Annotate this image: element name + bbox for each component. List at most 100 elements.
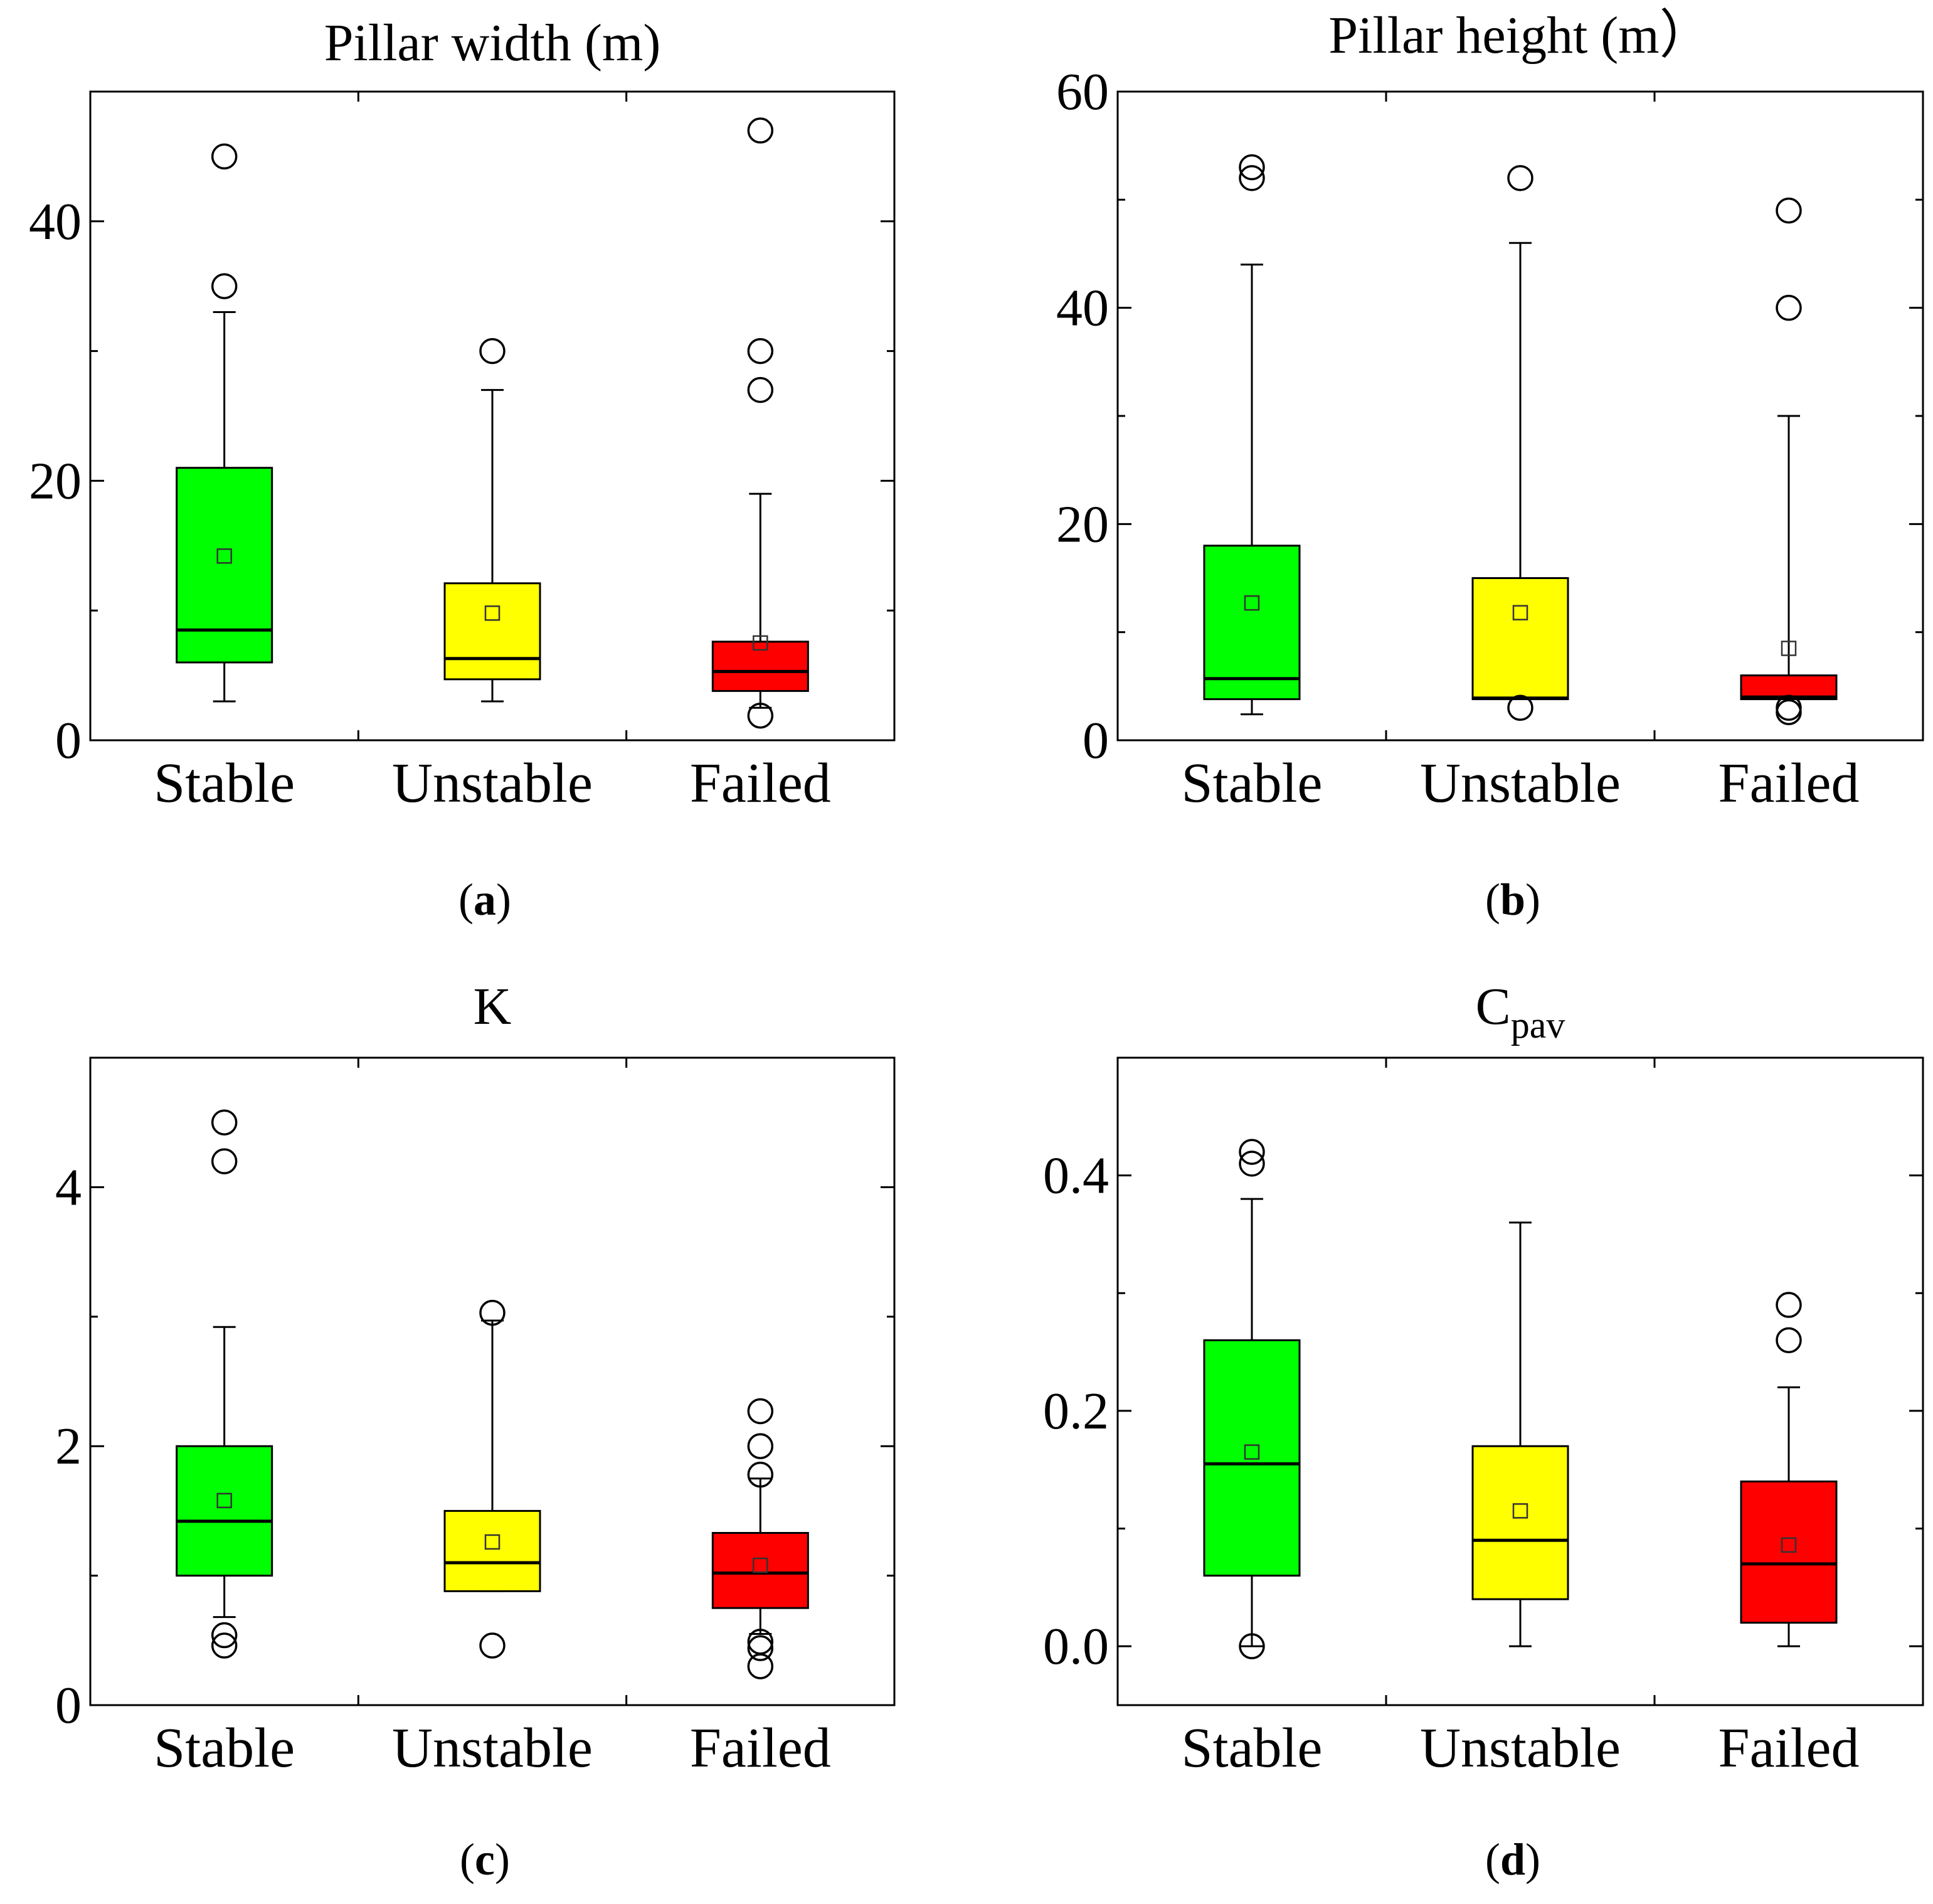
mean-marker: [484, 605, 500, 621]
box-failed: [711, 117, 809, 729]
outlier-point: [747, 376, 774, 403]
outlier-point: [1239, 1633, 1265, 1659]
outlier-point: [211, 143, 238, 170]
iqr-box: [1203, 545, 1301, 701]
y-tick-label: 0.4: [1043, 1147, 1109, 1205]
box-stable: [176, 1109, 273, 1659]
outlier-point: [747, 1398, 774, 1425]
box-stable: [1203, 154, 1301, 716]
outlier-point: [211, 1109, 238, 1135]
mean-marker: [484, 1534, 500, 1550]
outlier-point: [1776, 694, 1802, 721]
outlier-point: [747, 1433, 774, 1459]
outlier-point: [1239, 1151, 1265, 1177]
outlier-point: [211, 1148, 238, 1174]
x-tick-label-failed: Failed: [690, 752, 831, 814]
mean-marker: [1244, 595, 1260, 611]
box-failed: [1740, 1292, 1838, 1647]
iqr-box: [711, 641, 809, 692]
x-tick-label-stable: Stable: [1182, 1717, 1323, 1779]
outlier-point: [1776, 1327, 1802, 1354]
y-tick-label: 40: [1056, 279, 1109, 338]
panel-label: (d): [1485, 1834, 1540, 1885]
outlier-point: [479, 1632, 506, 1659]
x-tick-label-stable: Stable: [1182, 752, 1323, 814]
outlier-point: [1776, 1292, 1802, 1318]
outlier-point: [747, 1629, 774, 1655]
iqr-box: [176, 467, 273, 664]
y-tick-label: 0: [55, 1676, 82, 1735]
y-tick-label: 0.0: [1043, 1617, 1109, 1676]
panel-label: (c): [460, 1834, 510, 1885]
outlier-point: [1239, 165, 1265, 191]
outlier-point: [479, 1299, 506, 1326]
panel-d: Cpav 0.0 0.2 0.4 Stable Unstable Failed (d): [1043, 977, 1924, 1885]
y-tick-label: 0: [1083, 711, 1109, 770]
chart-title: Cpav: [1476, 977, 1565, 1046]
outlier-point: [479, 338, 506, 364]
outlier-point: [1776, 294, 1802, 321]
box-unstable: [1471, 1221, 1569, 1647]
mean-marker: [753, 635, 768, 651]
outlier-point: [1239, 1139, 1265, 1165]
x-tick-label-failed: Failed: [1719, 1717, 1860, 1779]
y-tick-label: 2: [55, 1417, 82, 1476]
panel-label: (a): [458, 875, 511, 925]
outlier-point: [747, 1461, 774, 1488]
box-stable: [176, 143, 273, 703]
iqr-box: [1471, 1445, 1569, 1600]
panel-label: (b): [1485, 875, 1540, 925]
panel-a: Pillar width (m) 0 20 40 Stable Unstable Faile…: [29, 14, 896, 925]
iqr-box: [1471, 577, 1569, 701]
y-tick-label: 0.2: [1043, 1382, 1109, 1440]
box-unstable: [1471, 165, 1569, 721]
box-unstable: [443, 338, 541, 703]
box-unstable: [443, 1299, 541, 1659]
outlier-point: [747, 338, 774, 364]
mean-marker: [216, 548, 232, 564]
x-tick-label-unstable: Unstable: [1420, 1717, 1621, 1779]
mean-marker: [1512, 1503, 1528, 1519]
box-failed: [1740, 197, 1838, 725]
iqr-box: [443, 582, 541, 681]
mean-marker: [753, 1557, 768, 1573]
plot-frame: [1116, 1056, 1924, 1706]
plot-frame: [89, 90, 896, 742]
outlier-point: [211, 1622, 238, 1649]
y-tick-label: 0: [55, 711, 82, 770]
plot-frame: [89, 1056, 896, 1706]
panel-c: K 0 2 4 Stable Unstable Failed (c): [55, 977, 896, 1885]
panel-b: Pillar height (m） 0 20 40 60 Stable Unstable Fa…: [1056, 6, 1924, 925]
y-tick-label: 4: [55, 1158, 82, 1216]
outlier-point: [1776, 197, 1802, 224]
x-tick-label-stable: Stable: [154, 752, 295, 814]
outlier-point: [747, 117, 774, 144]
outlier-point: [1507, 165, 1533, 191]
iqr-box: [176, 1445, 273, 1577]
mean-marker: [1781, 1537, 1797, 1553]
mean-marker: [216, 1492, 232, 1509]
outlier-point: [747, 1635, 774, 1661]
x-tick-label-stable: Stable: [154, 1717, 295, 1779]
box-failed: [711, 1398, 809, 1679]
x-tick-label-failed: Failed: [1719, 752, 1860, 814]
iqr-box: [711, 1531, 809, 1609]
y-tick-label: 40: [29, 193, 82, 251]
outlier-point: [1239, 154, 1265, 181]
outlier-point: [211, 273, 238, 299]
y-tick-label: 60: [1056, 63, 1109, 121]
mean-marker: [1781, 641, 1797, 656]
y-tick-label: 20: [1056, 495, 1109, 553]
iqr-box: [443, 1509, 541, 1592]
outlier-point: [211, 1632, 238, 1659]
outlier-point: [747, 702, 774, 729]
iqr-box: [1203, 1339, 1301, 1577]
outlier-point: [1507, 694, 1533, 721]
chart-title: Pillar width (m): [324, 14, 661, 72]
x-tick-label-unstable: Unstable: [392, 752, 593, 814]
mean-marker: [1512, 605, 1528, 620]
x-tick-label-unstable: Unstable: [1420, 752, 1621, 814]
x-tick-label-failed: Failed: [690, 1717, 831, 1779]
